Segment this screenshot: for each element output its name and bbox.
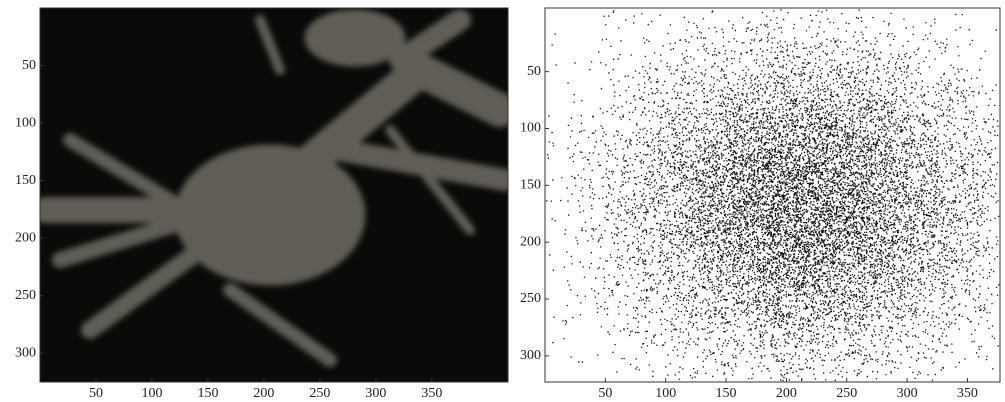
x-tick-label: 100 xyxy=(141,386,162,401)
vessel-shapes xyxy=(40,9,508,367)
x-tick-label: 350 xyxy=(421,386,442,401)
y-tick-label: 50 xyxy=(527,64,541,79)
x-tick-label: 250 xyxy=(836,386,857,401)
axes-frame xyxy=(39,7,509,383)
x-tick-label: 200 xyxy=(776,386,797,401)
y-tick-label: 250 xyxy=(520,291,541,306)
x-tick-label: 350 xyxy=(957,386,978,401)
y-tick-label: 250 xyxy=(15,288,36,303)
y-tick-label: 100 xyxy=(15,115,36,130)
y-tick-label: 150 xyxy=(520,178,541,193)
y-tick-label: 300 xyxy=(520,348,541,363)
y-tick-label: 200 xyxy=(520,234,541,249)
x-tick-label: 300 xyxy=(897,386,918,401)
y-tick-label: 50 xyxy=(22,58,36,73)
image-texture xyxy=(40,8,508,382)
y-tick-label: 200 xyxy=(15,230,36,245)
y-tick-label: 100 xyxy=(520,121,541,136)
x-tick-label: 300 xyxy=(365,386,386,401)
x-tick-label: 50 xyxy=(89,386,103,401)
x-tick-label: 150 xyxy=(716,386,737,401)
x-tick-label: 150 xyxy=(197,386,218,401)
x-tick-label: 200 xyxy=(253,386,274,401)
x-tick-label: 250 xyxy=(309,386,330,401)
x-tick-label: 50 xyxy=(598,386,612,401)
axes-frame xyxy=(544,7,1001,383)
ct-image xyxy=(40,8,508,382)
y-tick-label: 150 xyxy=(15,173,36,188)
x-tick-label: 100 xyxy=(655,386,676,401)
y-tick-label: 300 xyxy=(15,345,36,360)
